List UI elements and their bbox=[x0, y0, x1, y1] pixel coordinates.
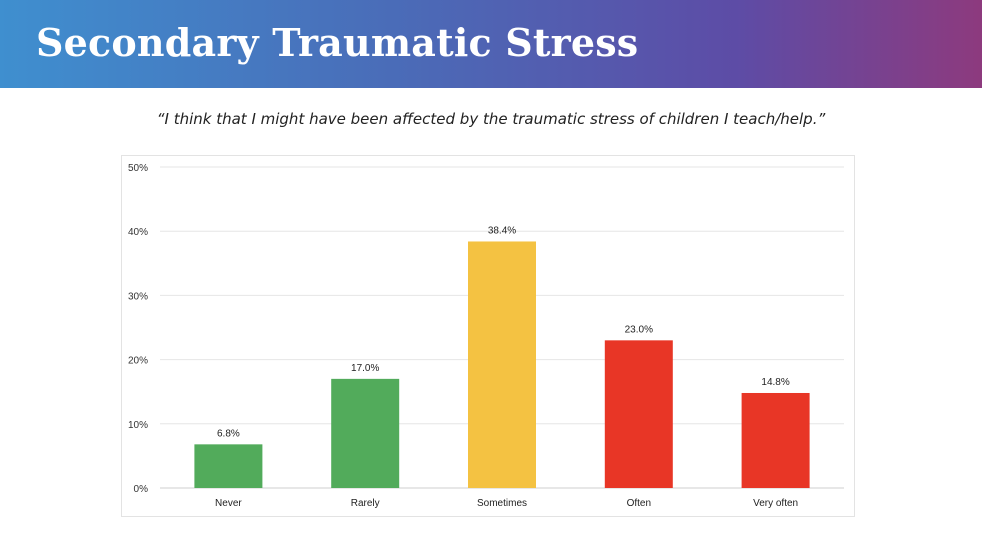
bar bbox=[468, 241, 536, 488]
title-banner: Secondary Traumatic Stress bbox=[0, 0, 982, 88]
x-tick-label: Often bbox=[627, 498, 651, 509]
bar bbox=[604, 340, 673, 488]
data-label: 14.8% bbox=[761, 377, 789, 388]
y-tick-label: 40% bbox=[128, 227, 148, 238]
bar bbox=[194, 444, 263, 488]
data-label: 17.0% bbox=[351, 363, 379, 374]
data-label: 6.8% bbox=[217, 428, 240, 439]
bar-chart: 0% 10% 20% 30% 40% 50% 6.8% Never 17.0% Rarely 38.… bbox=[128, 163, 844, 509]
y-tick-label: 30% bbox=[128, 291, 148, 302]
slide-title: Secondary Traumatic Stress bbox=[36, 20, 639, 65]
x-tick-label: Very often bbox=[753, 498, 798, 509]
y-tick-label: 50% bbox=[128, 163, 148, 174]
y-tick-label: 10% bbox=[128, 420, 148, 431]
x-tick-label: Never bbox=[215, 498, 242, 509]
bar bbox=[741, 392, 810, 488]
data-label: 23.0% bbox=[625, 324, 653, 335]
y-tick-label: 0% bbox=[134, 484, 149, 495]
x-tick-label: Sometimes bbox=[477, 498, 527, 509]
chart-frame: 0% 10% 20% 30% 40% 50% 6.8% Never 17.0% Rarely 38.… bbox=[121, 155, 855, 517]
data-label: 38.4% bbox=[488, 225, 516, 236]
bar bbox=[331, 378, 400, 488]
survey-quote: “I think that I might have been affected… bbox=[156, 110, 826, 128]
y-tick-label: 20% bbox=[128, 356, 148, 367]
x-tick-label: Rarely bbox=[351, 498, 380, 509]
